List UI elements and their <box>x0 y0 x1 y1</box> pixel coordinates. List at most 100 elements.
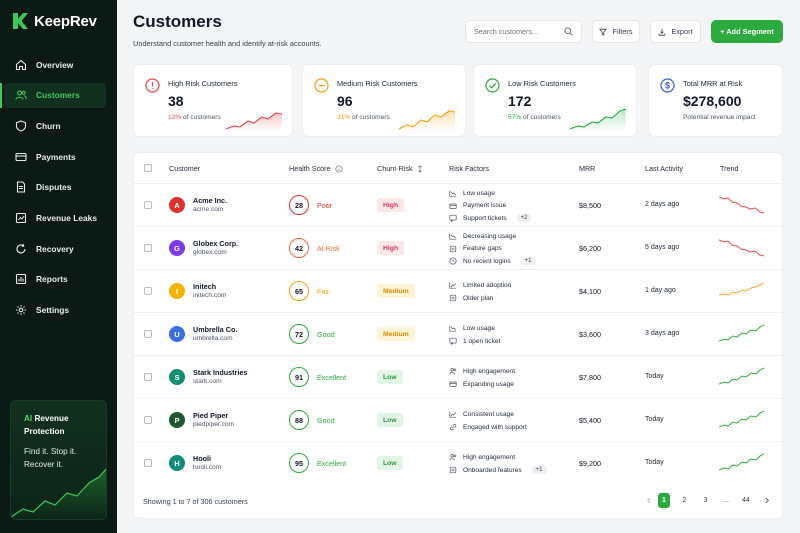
header-mrr[interactable]: MRR <box>579 164 595 173</box>
header-churn-risk[interactable]: Churn Risk <box>377 164 423 173</box>
avatar-initial: A <box>174 200 180 210</box>
ai-promo-card[interactable]: AI Revenue Protection Find it. Stop it. R… <box>10 400 107 520</box>
stat-subtext: 57% of customers <box>508 114 561 121</box>
risk-factor-label: Expanding usage <box>463 380 514 388</box>
health-score-value: 91 <box>295 372 303 382</box>
table-row[interactable]: A Acme Inc. acme.com 28 Poor High Low usage Pay… <box>134 184 784 227</box>
last-activity: 5 days ago <box>645 244 680 251</box>
header-health-score[interactable]: Health Score <box>289 164 343 173</box>
trend-sparkline <box>719 453 765 471</box>
users-icon <box>449 368 457 375</box>
trend-sparkline <box>719 196 765 214</box>
more-factors-badge[interactable]: +2 <box>516 214 532 222</box>
customer-name[interactable]: Pied Piper <box>193 411 229 420</box>
search-box[interactable] <box>465 20 582 43</box>
sidebar-item-disputes[interactable]: Disputes <box>4 175 106 200</box>
avatar: H <box>169 455 185 471</box>
stat-card-high-risk-customers[interactable]: High Risk Customers 38 12% of customers <box>133 64 293 137</box>
page-button[interactable]: 44 <box>742 497 750 504</box>
sidebar-item-reports[interactable]: Reports <box>4 267 106 292</box>
header-customer[interactable]: Customer <box>169 164 200 173</box>
add-segment-button[interactable]: + Add Segment <box>711 20 783 43</box>
stat-card-total-mrr-at-risk[interactable]: $ Total MRR at Risk $278,600 Potential reve… <box>648 64 783 137</box>
sidebar-nav: Overview Customers Churn Payments Disputes Re… <box>0 52 117 328</box>
row-checkbox[interactable] <box>144 244 152 252</box>
last-activity: 1 day ago <box>645 287 676 294</box>
risk-factor-label: High engagement <box>463 453 516 461</box>
export-label: Export <box>671 27 693 36</box>
refresh-icon <box>16 243 26 254</box>
stat-card-medium-risk-customers[interactable]: Medium Risk Customers 96 31% of customers <box>302 64 466 137</box>
info-icon[interactable] <box>335 164 343 173</box>
trend-sparkline <box>719 367 765 385</box>
more-factors-badge[interactable]: +1 <box>531 466 547 474</box>
table-row[interactable]: U Umbrella Co. umbrella.com 72 Good Medium Low… <box>134 313 784 356</box>
select-all-checkbox[interactable] <box>144 164 152 172</box>
customer-name[interactable]: Umbrella Co. <box>193 325 238 334</box>
stat-label: Medium Risk Customers <box>337 79 418 88</box>
trend-sparkline <box>719 324 765 342</box>
row-checkbox[interactable] <box>144 459 152 467</box>
health-score-label: Poor <box>317 201 333 210</box>
table-row[interactable]: G Globex Corp. globex.com 42 At Risk High Decr… <box>134 227 784 270</box>
promo-subtitle: Find it. Stop it. Recover it. <box>24 445 104 471</box>
table-row[interactable]: S Stark Industries stark.com 91 Excellent Low… <box>134 356 784 399</box>
chevron-left-icon <box>647 497 651 504</box>
document-icon <box>449 245 457 252</box>
row-checkbox[interactable] <box>144 330 152 338</box>
header-churn-label: Churn Risk <box>377 164 413 173</box>
row-checkbox[interactable] <box>144 201 152 209</box>
header-health-label: Health Score <box>289 164 331 173</box>
sidebar-item-churn[interactable]: Churn <box>4 113 106 138</box>
sidebar-item-settings[interactable]: Settings <box>4 298 106 323</box>
table-row[interactable]: I Initech initech.com 65 Fair Medium Limited a… <box>134 270 784 313</box>
header-last-activity[interactable]: Last Activity <box>645 164 683 173</box>
page-button[interactable]: 3 <box>703 497 708 504</box>
stat-percent: 31% <box>337 114 351 121</box>
risk-factor: 1 open ticket <box>449 337 500 345</box>
reports-icon <box>15 274 27 285</box>
stat-subtext: Potential revenue impact <box>683 114 756 121</box>
row-checkbox[interactable] <box>144 416 152 424</box>
customer-name[interactable]: Stark Industries <box>193 368 248 377</box>
table-row[interactable]: H Hooli hooli.com 95 Excellent Low High engage… <box>134 442 784 485</box>
health-score-ring: 88 <box>289 410 309 430</box>
row-checkbox[interactable] <box>144 373 152 381</box>
brand[interactable]: KeepRev <box>12 12 97 30</box>
stat-percent: 57% <box>508 114 522 121</box>
trend-down-icon <box>449 190 457 197</box>
customer-name[interactable]: Initech <box>193 282 217 291</box>
sidebar-item-recovery[interactable]: Recovery <box>4 236 106 261</box>
sidebar-item-customers[interactable]: Customers <box>0 82 106 108</box>
next-page-button[interactable] <box>761 493 773 508</box>
promo-ai-label: AI <box>24 414 33 423</box>
keeprev-logo-icon <box>13 13 28 29</box>
export-button[interactable]: Export <box>650 20 701 43</box>
prev-page-button[interactable] <box>643 493 655 508</box>
customer-name[interactable]: Acme Inc. <box>193 196 227 205</box>
avatar-initial: S <box>174 372 180 382</box>
churn-risk-badge: Low <box>377 370 403 384</box>
stat-card-low-risk-customers[interactable]: Low Risk Customers 172 57% of customers <box>473 64 637 137</box>
health-score-value: 42 <box>295 243 303 253</box>
promo-line-1: Find it. Stop it. <box>24 447 77 456</box>
page-button[interactable]: 2 <box>682 497 687 504</box>
sidebar-item-overview[interactable]: Overview <box>4 52 106 77</box>
filters-button[interactable]: Filters <box>592 20 640 43</box>
chevron-right-icon <box>765 497 769 504</box>
row-checkbox[interactable] <box>144 287 152 295</box>
mrr-value: $3,600 <box>579 330 601 339</box>
page-button[interactable]: 1 <box>658 493 670 508</box>
customer-name[interactable]: Globex Corp. <box>193 239 239 248</box>
customer-domain: acme.com <box>193 206 224 213</box>
customer-name[interactable]: Hooli <box>193 454 211 463</box>
sort-icon[interactable] <box>417 164 423 173</box>
table-row[interactable]: P Pied Piper piedpiper.com 88 Good Low Consist… <box>134 399 784 442</box>
risk-factor-label: Feature gaps <box>463 245 502 252</box>
search-input[interactable] <box>474 27 560 36</box>
risk-factor: Older plan <box>449 294 493 302</box>
avatar: P <box>169 412 185 428</box>
more-factors-badge[interactable]: +1 <box>520 257 536 265</box>
sidebar-item-payments[interactable]: Payments <box>4 144 106 169</box>
sidebar-item-revenue-leaks[interactable]: Revenue Leaks <box>4 205 106 230</box>
